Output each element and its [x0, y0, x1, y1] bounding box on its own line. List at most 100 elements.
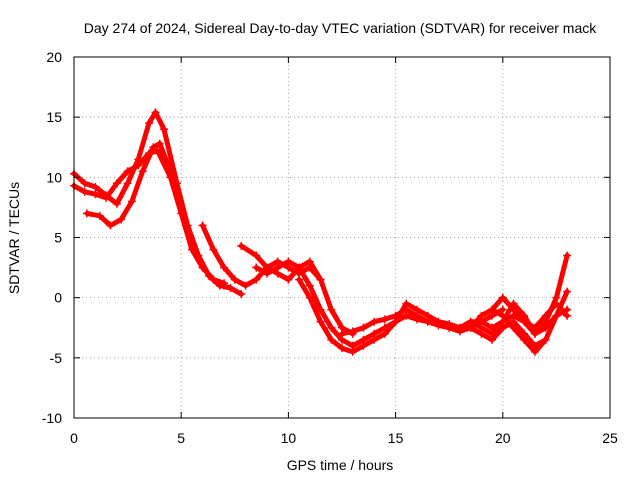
x-tick-label: 15 — [388, 430, 404, 446]
data-point — [262, 269, 271, 278]
series-track-11 — [488, 293, 572, 332]
data-point — [552, 299, 561, 308]
y-tick-labels: -10 -5 0 5 10 15 20 — [42, 49, 62, 426]
x-tick-label: 10 — [281, 430, 297, 446]
series-track-1 — [70, 108, 246, 299]
data-point — [252, 263, 261, 272]
data-point — [338, 329, 346, 338]
data-point — [305, 281, 314, 290]
series-track-3 — [70, 146, 229, 290]
data-point — [477, 329, 486, 338]
data-point — [327, 323, 336, 332]
data-point — [80, 179, 89, 188]
data-point — [488, 323, 497, 332]
series-line — [238, 243, 356, 337]
data-point — [488, 305, 497, 314]
series-line — [71, 109, 244, 297]
data-point — [91, 190, 100, 199]
data-point — [338, 344, 346, 353]
data-point — [252, 275, 261, 284]
data-point — [138, 167, 147, 176]
data-point — [305, 293, 314, 302]
data-point — [380, 315, 389, 324]
data-point — [145, 119, 154, 128]
axis-ticks — [73, 56, 611, 419]
series-track-9 — [466, 287, 572, 356]
data-point — [477, 317, 486, 326]
data-point — [153, 146, 162, 155]
y-tick-label: 5 — [54, 230, 62, 246]
data-point — [80, 187, 89, 196]
data-point — [305, 257, 314, 266]
data-point — [530, 347, 539, 356]
x-tick-label: 20 — [495, 430, 511, 446]
data-point — [466, 323, 475, 332]
series-track-5 — [237, 241, 357, 338]
data-point — [509, 305, 518, 314]
data-point — [284, 257, 293, 266]
data-point — [563, 251, 572, 260]
data-point — [273, 263, 282, 272]
data-point — [348, 347, 357, 356]
data-point — [413, 311, 422, 320]
data-point — [284, 275, 293, 284]
data-point — [295, 263, 304, 272]
x-tick-label: 25 — [602, 430, 618, 446]
y-tick-label: 20 — [46, 49, 62, 65]
data-point — [380, 329, 389, 338]
data-point — [348, 327, 357, 336]
series-line — [71, 148, 227, 289]
data-point — [488, 335, 497, 344]
data-point — [106, 221, 115, 230]
data-point — [134, 161, 143, 170]
data-point — [252, 251, 261, 260]
data-point — [155, 139, 164, 148]
data-point — [220, 263, 229, 272]
data-point — [112, 179, 121, 188]
y-axis-label: SDTVAR / TECUs — [6, 182, 22, 294]
data-point — [370, 317, 379, 326]
x-tick-label: 0 — [70, 430, 78, 446]
data-point — [434, 321, 443, 330]
data-point — [423, 317, 432, 326]
data-point — [226, 284, 235, 293]
data-point — [209, 275, 218, 284]
data-point — [177, 209, 186, 218]
data-point — [187, 245, 196, 254]
data-point — [563, 287, 572, 296]
data-point — [520, 317, 529, 326]
data-point — [151, 108, 160, 117]
data-point — [370, 335, 379, 344]
data-point — [445, 323, 454, 332]
data-point — [117, 215, 126, 224]
data-point — [359, 323, 368, 332]
y-tick-label: 0 — [54, 290, 62, 306]
data-point — [509, 323, 518, 332]
data-point — [102, 193, 111, 202]
data-point — [295, 275, 304, 284]
data-point — [209, 245, 218, 254]
grid-lines — [74, 57, 610, 418]
data-point — [391, 311, 400, 320]
data-series — [70, 108, 572, 356]
data-point — [327, 335, 336, 344]
data-point — [237, 290, 246, 299]
y-tick-label: -10 — [42, 410, 62, 426]
data-point — [160, 125, 169, 134]
data-point — [198, 263, 207, 272]
series-line — [468, 289, 570, 355]
data-point — [498, 293, 507, 302]
y-tick-label: 15 — [46, 109, 62, 125]
x-tick-label: 5 — [177, 430, 185, 446]
data-point — [563, 311, 572, 320]
data-point — [127, 197, 136, 206]
data-point — [498, 317, 507, 326]
data-point — [145, 149, 154, 158]
data-point — [112, 199, 121, 208]
data-point — [530, 323, 539, 332]
data-point — [166, 173, 175, 182]
data-point — [359, 341, 368, 350]
data-point — [237, 241, 246, 250]
data-point — [541, 335, 550, 344]
